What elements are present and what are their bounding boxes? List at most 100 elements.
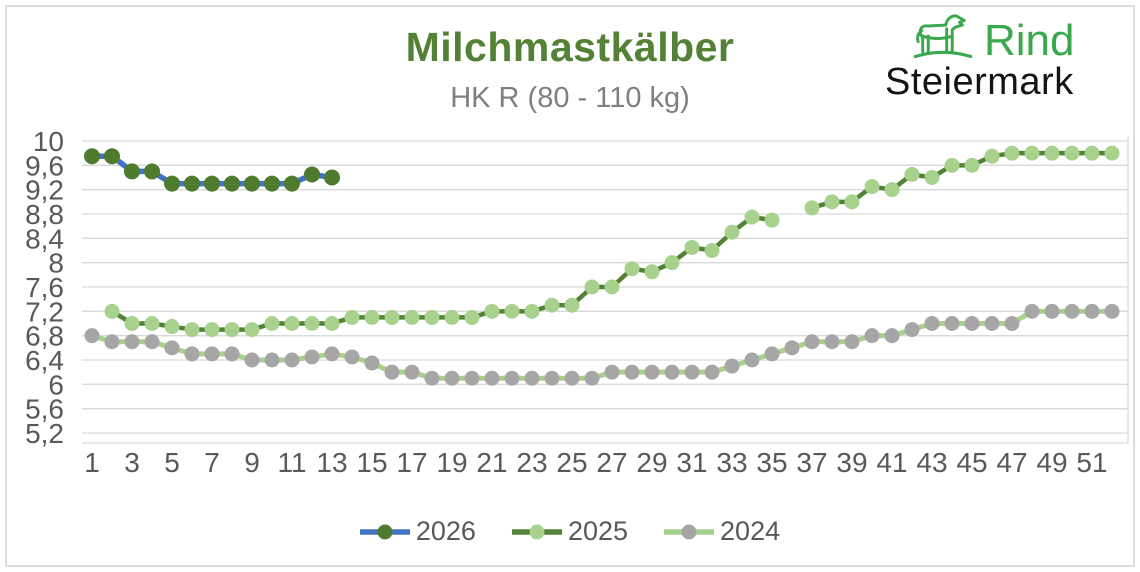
x-axis-tick-label: 45 — [956, 447, 987, 478]
data-point-2025 — [384, 309, 400, 325]
data-point-2024 — [1084, 303, 1100, 319]
data-point-2025 — [764, 212, 780, 228]
y-axis-tick-label: 7,6 — [25, 272, 64, 303]
legend-marker-2026 — [359, 524, 410, 539]
data-point-2024 — [544, 370, 560, 386]
data-point-2025 — [1064, 145, 1080, 161]
y-axis-tick-label: 6,8 — [25, 321, 64, 352]
data-point-2024 — [144, 334, 160, 350]
legend-label: 2025 — [567, 516, 629, 546]
cattle-icon — [911, 14, 975, 67]
x-axis-tick-label: 29 — [636, 447, 667, 478]
data-point-2024 — [184, 346, 200, 362]
data-point-2024 — [864, 328, 880, 344]
data-point-2025 — [984, 148, 1000, 164]
data-point-2025 — [724, 224, 740, 240]
series-2025-line — [109, 214, 775, 332]
x-axis-tick-label: 19 — [436, 447, 467, 478]
data-point-2025 — [204, 322, 220, 338]
data-point-2025 — [484, 303, 500, 319]
data-point-2025 — [624, 261, 640, 277]
series-2025-line — [809, 150, 1115, 211]
data-point-2025 — [1044, 145, 1060, 161]
data-point-2024 — [364, 355, 380, 371]
data-point-2024 — [824, 334, 840, 350]
data-point-2024 — [404, 364, 420, 380]
data-point-2024 — [224, 346, 240, 362]
x-axis-tick-label: 47 — [996, 447, 1027, 478]
data-point-2024 — [1064, 303, 1080, 319]
data-point-2024 — [84, 328, 100, 344]
data-point-2025 — [304, 316, 320, 331]
data-point-2025 — [224, 322, 240, 338]
data-point-2026 — [284, 175, 300, 192]
data-point-2024 — [644, 364, 660, 380]
x-axis-tick-label: 37 — [796, 447, 827, 478]
data-point-2025 — [324, 316, 340, 331]
data-point-2025 — [504, 303, 520, 319]
data-point-2024 — [624, 364, 640, 380]
data-point-2025 — [944, 157, 960, 173]
data-point-2024 — [324, 346, 340, 362]
x-axis-tick-label: 31 — [676, 447, 707, 478]
data-point-2024 — [124, 334, 140, 350]
x-axis-tick-label: 25 — [556, 447, 587, 478]
data-point-2024 — [304, 349, 320, 365]
x-axis-tick-label: 1 — [84, 447, 100, 478]
data-point-2025 — [364, 309, 380, 325]
data-point-2025 — [444, 309, 460, 325]
data-point-2025 — [284, 316, 300, 331]
data-point-2024 — [684, 364, 700, 380]
data-point-2024 — [584, 370, 600, 386]
rind-steiermark-logo: Rind Steiermark — [885, 14, 1090, 101]
data-point-2026 — [324, 169, 340, 186]
chart-subtitle: HK R (80 - 110 kg) — [450, 82, 690, 114]
logo-row: Rind — [911, 14, 1075, 67]
data-point-2026 — [104, 148, 120, 165]
x-axis-tick-label: 23 — [516, 447, 547, 478]
data-point-2025 — [524, 303, 540, 319]
data-point-2024 — [1024, 303, 1040, 319]
data-point-2024 — [104, 334, 120, 350]
y-axis-tick-label: 6,4 — [25, 345, 64, 376]
data-point-2024 — [844, 334, 860, 350]
y-axis-tick-label: 9,2 — [25, 175, 64, 206]
legend-label: 2024 — [720, 516, 781, 546]
data-point-2024 — [424, 370, 440, 386]
x-axis-tick-label: 7 — [204, 447, 220, 478]
chart-legend: 2026 2025 2024 — [0, 516, 1140, 547]
data-point-2025 — [464, 309, 480, 325]
y-axis-tick-label: 8,4 — [25, 223, 64, 254]
x-axis-tick-label: 15 — [356, 447, 387, 478]
y-axis-tick-label: 5,6 — [25, 394, 64, 425]
data-point-2025 — [864, 179, 880, 195]
data-point-2024 — [904, 322, 920, 338]
x-axis-tick-label: 51 — [1076, 447, 1107, 478]
y-axis-tick-label: 8 — [48, 248, 64, 279]
data-point-2024 — [744, 352, 760, 368]
data-point-2025 — [564, 297, 580, 313]
data-point-2026 — [144, 163, 160, 180]
data-point-2024 — [384, 364, 400, 380]
data-point-2025 — [124, 316, 140, 331]
data-point-2024 — [804, 334, 820, 350]
x-axis-tick-label: 35 — [756, 447, 787, 478]
legend-marker-2024 — [664, 524, 715, 539]
data-point-2025 — [1024, 145, 1040, 161]
data-point-2025 — [824, 194, 840, 210]
data-point-2024 — [464, 370, 480, 386]
data-point-2024 — [884, 328, 900, 344]
data-point-2026 — [224, 175, 240, 192]
data-point-2025 — [144, 316, 160, 331]
x-axis-tick-label: 43 — [916, 447, 947, 478]
data-point-2024 — [524, 370, 540, 386]
y-axis-tick-label: 6 — [48, 369, 64, 400]
y-axis-tick-label: 7,2 — [25, 296, 64, 327]
y-axis-tick-label: 8,8 — [25, 199, 64, 230]
data-point-2025 — [744, 209, 760, 225]
data-point-2026 — [244, 175, 260, 192]
data-point-2025 — [424, 309, 440, 325]
data-point-2024 — [564, 370, 580, 386]
y-axis-tick-label: 10 — [33, 126, 64, 157]
